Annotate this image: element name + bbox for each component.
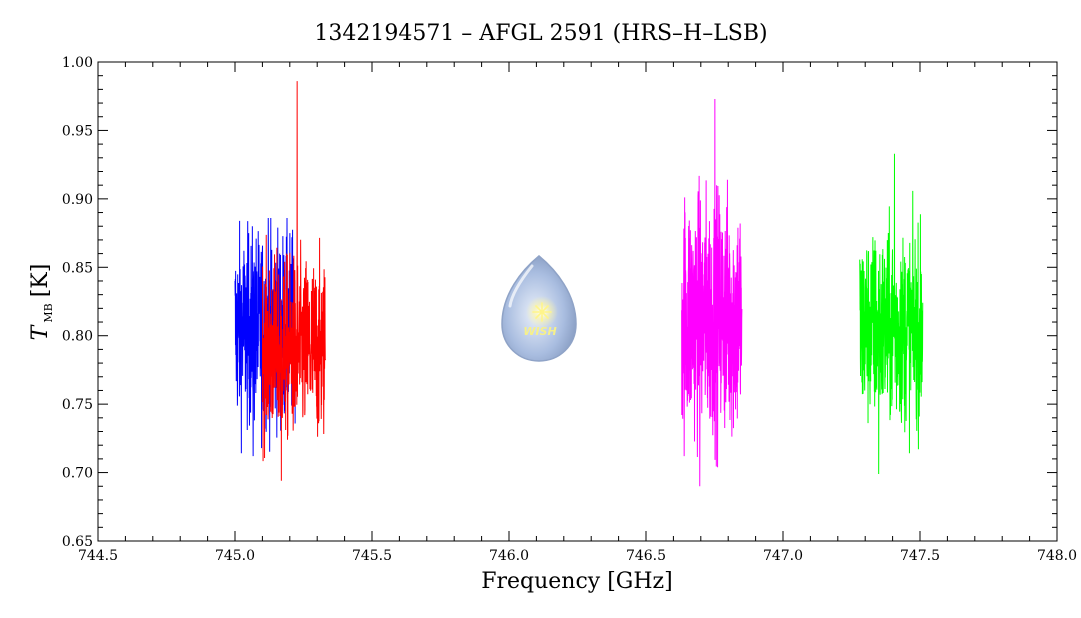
- series-line-3: [681, 98, 743, 487]
- star-icon: [532, 302, 552, 322]
- x-tick-label: 746.5: [626, 548, 666, 564]
- y-tick-label: 0.65: [62, 534, 93, 550]
- x-tick-label: 744.5: [78, 548, 118, 564]
- x-tick-labels: 744.5 745.0 745.5 746.0 746.5 747.0 747.5 748.0: [78, 548, 1077, 564]
- y-axis-label: TMB [K]: [28, 264, 55, 341]
- y-tick-label: 0.75: [62, 397, 93, 413]
- series-line-2: [261, 81, 326, 481]
- y-tick-label: 1.00: [62, 55, 93, 71]
- plot-frame: [97, 61, 1058, 542]
- y-axis-subscript: MB: [42, 303, 55, 322]
- y-tick-labels: 0.65 0.70 0.75 0.80 0.85 0.90 0.95 1.00: [62, 55, 93, 550]
- x-tick-label: 746.0: [489, 548, 529, 564]
- y-tick-label: 0.95: [62, 123, 93, 139]
- logo-text: WISH: [523, 325, 556, 338]
- x-tick-label: 747.0: [763, 548, 803, 564]
- x-tick-label: 748.0: [1037, 548, 1077, 564]
- x-axis-label: Frequency [GHz]: [481, 569, 673, 594]
- chart-title: 1342194571 – AFGL 2591 (HRS–H–LSB): [314, 21, 767, 46]
- wish-logo: WISH: [501, 255, 577, 362]
- ticks-layer: [97, 61, 1058, 542]
- x-tick-label: 747.5: [900, 548, 940, 564]
- y-tick-label: 0.80: [62, 329, 93, 345]
- y-tick-label: 0.70: [62, 466, 93, 482]
- y-tick-label: 0.85: [62, 260, 93, 276]
- x-tick-label: 745.0: [215, 548, 255, 564]
- x-tick-label: 745.5: [352, 548, 392, 564]
- series-layer: [234, 81, 924, 487]
- y-axis-symbol: T: [28, 323, 53, 340]
- y-axis-unit: [K]: [28, 264, 53, 298]
- svg-text:TMB[K]: TMB [K]: [28, 264, 55, 341]
- y-tick-label: 0.90: [62, 192, 93, 208]
- series-line-4: [859, 153, 924, 474]
